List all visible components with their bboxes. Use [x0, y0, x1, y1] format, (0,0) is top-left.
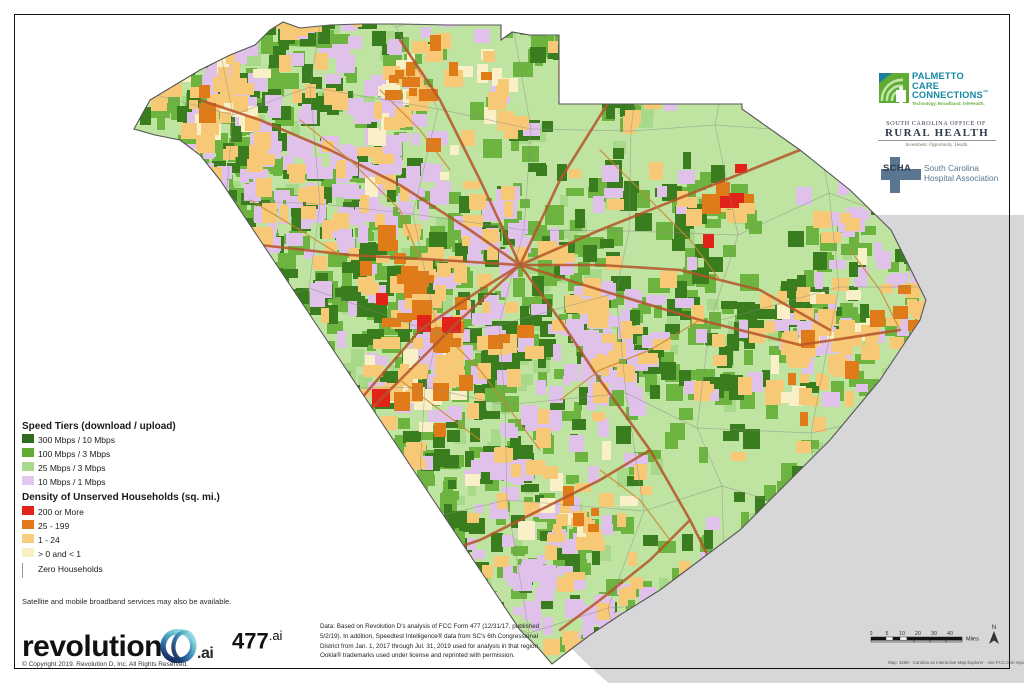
svg-text:20: 20 — [915, 631, 921, 637]
svg-text:10: 10 — [899, 631, 905, 637]
svg-text:40: 40 — [947, 631, 953, 637]
svg-text:5: 5 — [886, 631, 889, 637]
svg-text:Miles: Miles — [966, 637, 979, 643]
svg-text:0: 0 — [870, 631, 873, 637]
svg-text:30: 30 — [931, 631, 937, 637]
svg-text:N: N — [992, 624, 997, 631]
